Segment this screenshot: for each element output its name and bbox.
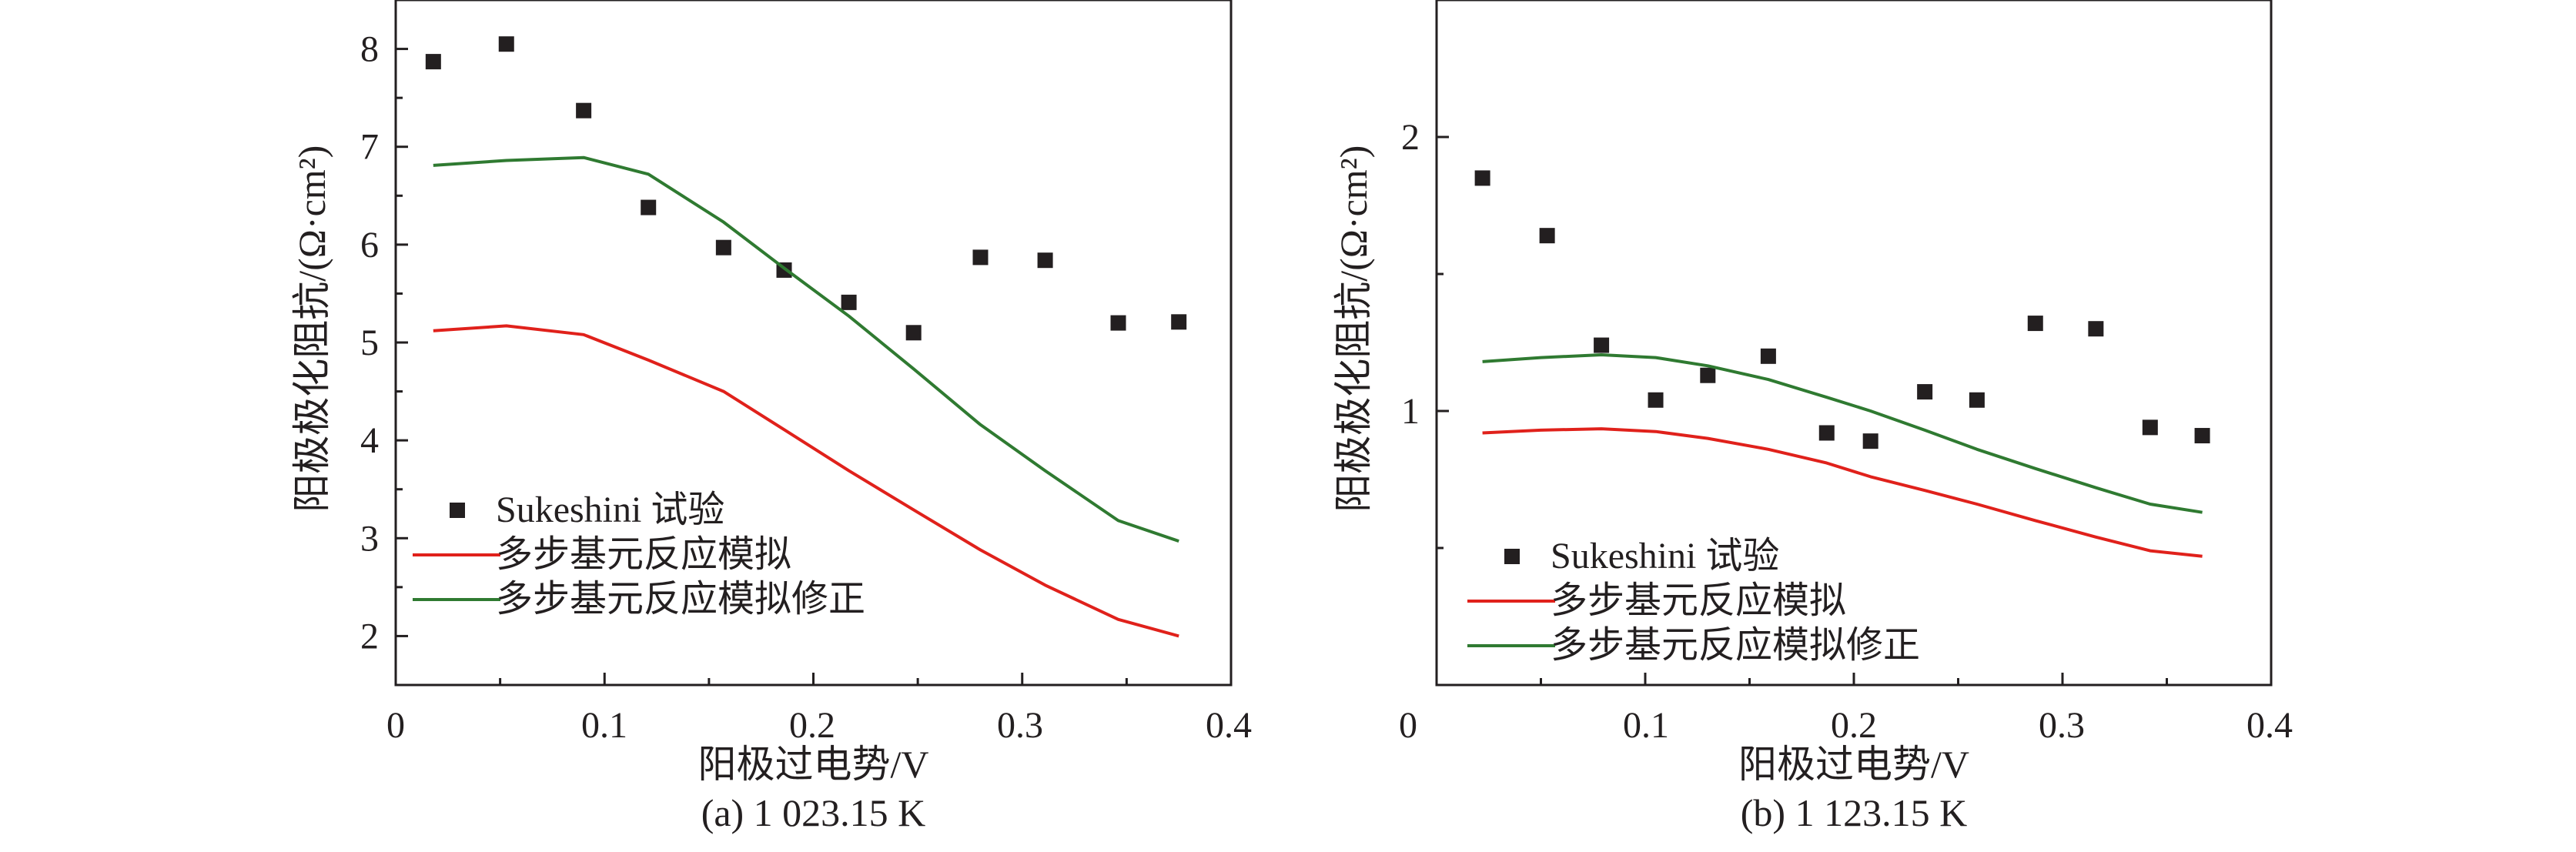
- series-line-1: [1482, 427, 2203, 558]
- x-axis-label: 阳极过电势/V: [698, 743, 929, 786]
- x-tick-label: 0: [386, 705, 405, 746]
- data-point: [498, 36, 514, 52]
- legend-label: 多步基元反应模拟修正: [1551, 625, 1920, 666]
- x-tick-label: 0.2: [1831, 705, 1877, 746]
- y-tick-label: 8: [360, 29, 379, 70]
- data-point: [1474, 170, 1490, 186]
- data-point: [1539, 228, 1555, 244]
- y-tick-label: 1: [1401, 391, 1420, 432]
- x-tick-label: 0.1: [1623, 705, 1669, 746]
- x-axis-label: 阳极过电势/V: [1738, 743, 1969, 786]
- x-tick-label: 0.3: [997, 705, 1043, 746]
- data-point: [1648, 392, 1664, 408]
- panel-caption: (b) 1 123.15 K: [1741, 791, 1967, 834]
- y-axis-label: 阳极极化阻抗/(Ω·cm²): [1332, 145, 1375, 513]
- data-point: [1037, 252, 1053, 269]
- y-tick-label: 5: [360, 322, 379, 363]
- x-tick-label: 0.2: [789, 705, 835, 746]
- y-tick-label: 2: [360, 616, 379, 657]
- chart-panel-b: 0 0.1 0.2 0.3 0.4 1 2 Sukeshini 试验多步基元反应模拟多步基元反…: [1332, 0, 2293, 834]
- data-point: [2088, 321, 2104, 337]
- y-tick-label: 3: [360, 518, 379, 559]
- x-tick-label: 0.4: [2246, 705, 2293, 746]
- data-point: [972, 249, 989, 266]
- legend-marker: [450, 503, 465, 518]
- legend-label: Sukeshini 试验: [1551, 536, 1779, 576]
- data-point: [841, 294, 857, 310]
- data-point: [425, 54, 441, 70]
- data-point: [2027, 316, 2043, 332]
- data-point: [1594, 337, 1610, 353]
- series-line-1: [433, 324, 1179, 638]
- data-point: [905, 325, 922, 341]
- y-axis-label: 阳极极化阻抗/(Ω·cm²): [290, 145, 333, 513]
- y-tick-label: 2: [1401, 117, 1420, 158]
- data-point: [576, 102, 592, 119]
- data-point: [1818, 425, 1835, 441]
- y-tick-label: 4: [360, 420, 379, 461]
- legend-label: 多步基元反应模拟: [1551, 580, 1846, 621]
- y-tick-label: 6: [360, 225, 379, 266]
- data-point: [1700, 367, 1716, 383]
- series-line-2: [1482, 353, 2203, 514]
- legend-marker: [1504, 549, 1520, 564]
- data-point: [2142, 419, 2158, 436]
- data-point: [1760, 348, 1776, 364]
- data-point: [1110, 315, 1126, 331]
- data-point: [715, 239, 731, 256]
- data-point: [1917, 384, 1933, 400]
- x-tick-label: 0.3: [2039, 705, 2085, 746]
- legend-label: 多步基元反应模拟: [496, 534, 791, 575]
- data-point: [1862, 433, 1878, 449]
- y-tick-label: 7: [360, 127, 379, 168]
- data-point: [641, 199, 657, 216]
- x-tick-label: 0.1: [581, 705, 627, 746]
- legend-label: Sukeshini 试验: [496, 489, 724, 530]
- x-tick-label: 0: [1399, 705, 1417, 746]
- data-point: [1171, 314, 1187, 330]
- legend-label: 多步基元反应模拟修正: [496, 579, 865, 620]
- data-point: [2194, 428, 2210, 444]
- panel-caption: (a) 1 023.15 K: [701, 791, 926, 834]
- data-point: [1969, 392, 1985, 408]
- x-tick-label: 0.4: [1206, 705, 1252, 746]
- series-line-2: [433, 155, 1179, 543]
